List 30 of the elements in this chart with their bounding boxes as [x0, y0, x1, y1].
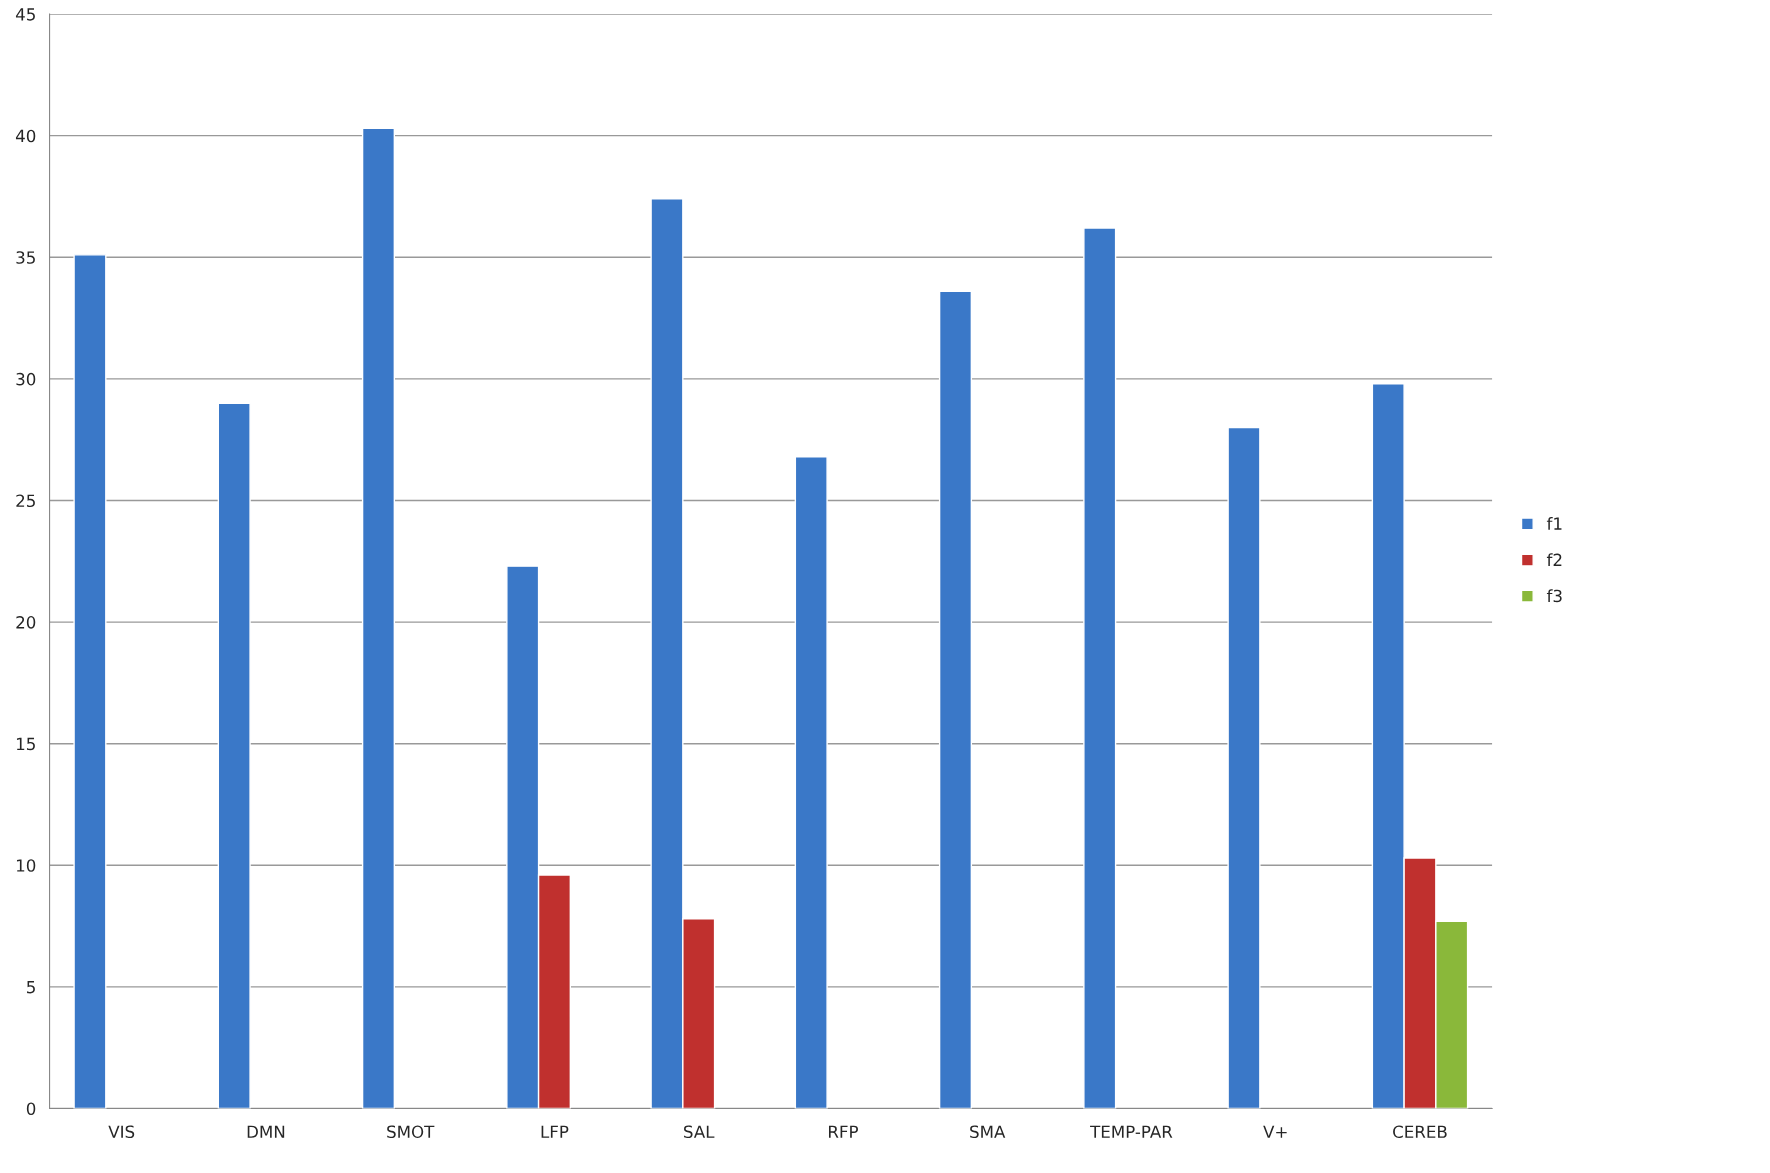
x-tick-label: TEMP-PAR [1090, 1125, 1173, 1138]
x-tick-label: RFP [828, 1125, 858, 1138]
y-tick-label: 35 [16, 251, 35, 264]
y-tick-label: 20 [16, 616, 36, 629]
bar [794, 456, 828, 1109]
y-tick-label: 10 [16, 859, 36, 872]
bar [1227, 426, 1261, 1109]
y-tick-label: 0 [26, 1102, 36, 1116]
x-tick-label: CEREB [1393, 1125, 1447, 1139]
bar [938, 290, 973, 1109]
legend-label: f2 [1546, 553, 1562, 566]
x-tick-label: SMOT [387, 1125, 435, 1139]
bar [217, 402, 251, 1109]
y-tick-label: 25 [16, 494, 35, 508]
bar [73, 254, 107, 1109]
x-tick-label: LFP [541, 1125, 569, 1138]
x-tick-label: DMN [247, 1125, 285, 1138]
y-tick-label: 30 [16, 372, 36, 386]
x-tick-label: SMA [970, 1125, 1006, 1139]
y-tick-label: 15 [16, 737, 35, 751]
legend-label: f1 [1546, 517, 1562, 530]
x-tick-label: V+ [1263, 1125, 1287, 1138]
legend-label: f3 [1546, 589, 1562, 603]
bar [361, 127, 396, 1109]
bar [1083, 227, 1117, 1109]
y-tick-label: 5 [27, 981, 35, 994]
x-tick-label: SAL [684, 1125, 715, 1139]
y-tick-label: 40 [15, 129, 36, 143]
y-tick-label: 45 [15, 8, 35, 21]
x-tick-label: VIS [108, 1125, 135, 1139]
